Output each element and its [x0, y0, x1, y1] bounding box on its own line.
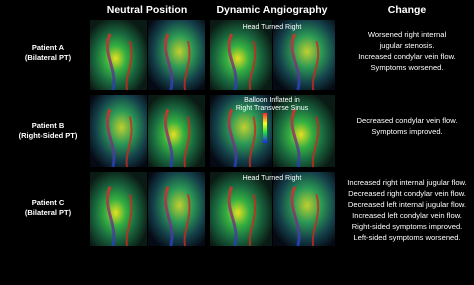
- vessel: [106, 108, 116, 168]
- change-text: Increased left condylar vein flow.: [352, 211, 462, 220]
- change-text: Symptoms worsened.: [370, 63, 443, 72]
- angiography-image: [210, 20, 272, 90]
- patient-label: (Bilateral PT): [25, 53, 72, 62]
- vessel: [164, 33, 174, 91]
- change-text: Decreased condylar vein flow.: [357, 116, 458, 125]
- vessel: [248, 116, 257, 168]
- vessel: [183, 40, 191, 91]
- vessel: [183, 193, 191, 247]
- overlay-label: Head Turned Right: [243, 24, 302, 31]
- overlay-label: Right Transverse Sinus: [236, 105, 309, 112]
- angiography-image: [273, 172, 335, 246]
- column-header: Change: [388, 4, 427, 16]
- vessel: [106, 33, 116, 91]
- change-text: Right-sided symptoms improved.: [352, 222, 463, 231]
- vessel: [227, 33, 238, 91]
- angiography-image: [90, 95, 147, 167]
- texts: Neutral Position Dynamic Angiography Chang…: [19, 4, 467, 242]
- angiography-image: [90, 172, 147, 246]
- vessel: [290, 108, 301, 168]
- vessel: [311, 116, 320, 168]
- angiography-image: [148, 95, 205, 167]
- vessel: [125, 40, 133, 91]
- change-text: jugular stenosis.: [379, 41, 435, 50]
- patient-label: Patient B: [32, 121, 65, 130]
- angiography-image: [148, 20, 205, 90]
- patient-label: (Right-Sided PT): [19, 131, 78, 140]
- patient-label: Patient A: [32, 43, 65, 52]
- patient-label: Patient C: [32, 198, 65, 207]
- change-text: Worsened right internal: [368, 30, 447, 39]
- vessel: [125, 116, 133, 168]
- angiography-image: [90, 20, 147, 90]
- angiography-image: [210, 172, 272, 246]
- vessel: [227, 186, 238, 247]
- change-text: Left-sided symptoms worsened.: [353, 233, 460, 242]
- vessel: [183, 116, 191, 168]
- overlay-label: Head Turned Right: [243, 175, 302, 182]
- vessel: [227, 108, 238, 168]
- vessel: [125, 193, 133, 247]
- angiography-image: [210, 95, 272, 167]
- color-scale: [263, 113, 267, 143]
- angiography-image: [273, 95, 335, 167]
- patient-label: (Bilateral PT): [25, 208, 72, 217]
- vessel: [290, 33, 301, 91]
- change-text: Increased condylar vein flow.: [358, 52, 456, 61]
- image-panels: [90, 20, 335, 247]
- vessel: [164, 186, 174, 247]
- vessel: [248, 40, 257, 91]
- change-text: Increased right internal jugular flow.: [347, 178, 466, 187]
- column-header: Dynamic Angiography: [216, 4, 327, 16]
- vessel: [106, 186, 116, 247]
- vessel: [290, 186, 301, 247]
- vessel: [164, 108, 174, 168]
- angiography-image: [273, 20, 335, 90]
- change-text: Symptoms improved.: [371, 127, 442, 136]
- overlay-label: Balloon Inflated in: [244, 97, 300, 104]
- vessel: [311, 40, 320, 91]
- column-header: Neutral Position: [107, 4, 188, 16]
- change-text: Decreased left internal jugular flow.: [348, 200, 466, 209]
- vessel: [248, 193, 257, 247]
- angiography-image: [148, 172, 205, 246]
- vessel: [311, 193, 320, 247]
- change-text: Decreased right condylar vein flow.: [348, 189, 466, 198]
